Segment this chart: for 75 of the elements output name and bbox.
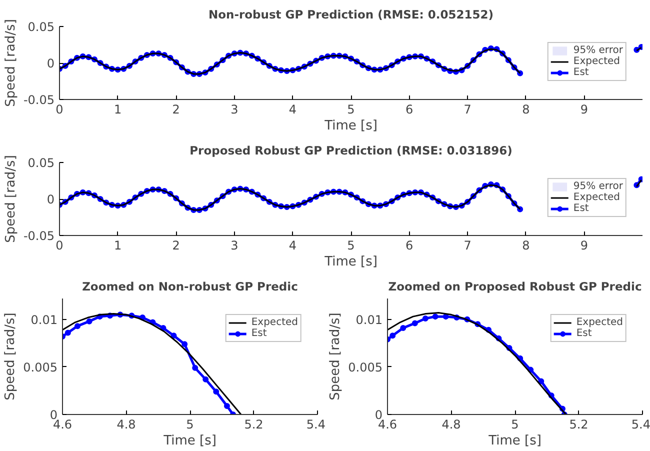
legend-label: Est bbox=[251, 328, 268, 339]
x-tick-label: 5 bbox=[347, 102, 355, 116]
x-tick-label: 4 bbox=[288, 102, 297, 116]
x-tick-label: 5.2 bbox=[244, 418, 264, 432]
chart-title: Proposed Robust GP Prediction (RMSE: 0.031896) bbox=[190, 144, 512, 158]
x-tick-label: 2 bbox=[172, 102, 180, 116]
x-tick-label: 8 bbox=[522, 102, 530, 116]
y-tick-label: 0.05 bbox=[28, 156, 54, 170]
legend-label: Expected bbox=[573, 192, 620, 203]
x-tick-label: 2 bbox=[172, 238, 180, 252]
y-axis-title: Speed [rad/s] bbox=[3, 19, 18, 107]
x-tick-label: 4.6 bbox=[378, 418, 398, 432]
x-tick-label: 9 bbox=[580, 238, 588, 252]
point bbox=[64, 330, 71, 336]
point bbox=[390, 332, 396, 339]
x-tick-label: 5 bbox=[347, 238, 355, 252]
y-tick-label: 0.01 bbox=[356, 312, 382, 327]
point bbox=[74, 323, 80, 330]
y-axis-title: Speed [rad/s] bbox=[3, 312, 18, 400]
x-tick-label: 4 bbox=[288, 238, 297, 252]
legend-label: Expected bbox=[573, 56, 620, 67]
x-tick-label: 5.2 bbox=[569, 418, 588, 432]
point bbox=[432, 314, 438, 320]
x-axis-title: Time [s] bbox=[324, 254, 378, 270]
x-tick-label: 5.4 bbox=[631, 418, 650, 432]
y-tick-label: 0 bbox=[46, 192, 55, 206]
x-tick-label: 1 bbox=[114, 102, 122, 116]
x-axis-title: Time [s] bbox=[162, 434, 216, 448]
legend-label: 95% error bbox=[573, 45, 623, 56]
legend-label: Est bbox=[573, 67, 590, 78]
x-tick-label: 7 bbox=[464, 238, 472, 252]
legend-label: Expected bbox=[251, 317, 298, 328]
y-tick-label: -0.05 bbox=[23, 93, 55, 107]
point bbox=[422, 315, 428, 322]
legend-label: 95% error bbox=[573, 181, 623, 192]
chart-title: Zoomed on Non-robust GP Predic bbox=[82, 280, 298, 294]
x-tick-label: 5 bbox=[186, 418, 194, 432]
legend-label: Est bbox=[573, 203, 590, 214]
point bbox=[412, 320, 418, 326]
y-tick-label: 0.05 bbox=[28, 20, 54, 34]
x-tick-label: 6 bbox=[405, 238, 414, 252]
point bbox=[170, 332, 177, 339]
y-axis-title: Speed [rad/s] bbox=[328, 312, 344, 400]
x-tick-label: 4.8 bbox=[442, 418, 461, 432]
legend-label: Expected bbox=[576, 317, 623, 328]
x-axis-title: Time [s] bbox=[488, 434, 542, 448]
chart-title: Zoomed on Proposed Robust GP Predic bbox=[388, 280, 642, 294]
legend-label: Est bbox=[576, 328, 593, 339]
x-tick-label: 3 bbox=[230, 102, 238, 116]
point bbox=[400, 324, 406, 331]
y-tick-label: 0 bbox=[46, 56, 55, 70]
point bbox=[202, 376, 209, 382]
x-tick-label: 7 bbox=[464, 102, 472, 116]
chart-title: Non-robust GP Prediction (RMSE: 0.052152) bbox=[208, 8, 494, 22]
point bbox=[213, 388, 220, 395]
point bbox=[224, 402, 230, 409]
y-tick-label: 0.005 bbox=[348, 360, 383, 374]
y-tick-label: 0.005 bbox=[23, 360, 58, 374]
x-tick-label: 6 bbox=[405, 102, 414, 116]
x-tick-label: 4.8 bbox=[116, 418, 136, 432]
x-tick-label: 9 bbox=[580, 102, 588, 116]
x-tick-label: 5.4 bbox=[306, 418, 326, 432]
x-tick-label: 4.6 bbox=[52, 418, 72, 432]
x-tick-label: 8 bbox=[522, 238, 530, 252]
y-tick-label: -0.05 bbox=[23, 229, 55, 243]
point bbox=[86, 318, 92, 324]
x-tick-label: 1 bbox=[114, 238, 122, 252]
x-tick-label: 3 bbox=[230, 238, 238, 252]
y-axis-title: Speed [rad/s] bbox=[3, 155, 18, 243]
point bbox=[182, 341, 188, 348]
y-tick-label: 0.01 bbox=[30, 312, 58, 327]
point bbox=[192, 364, 198, 371]
x-tick-label: 5 bbox=[511, 418, 519, 432]
point bbox=[538, 378, 544, 384]
x-axis-title: Time [s] bbox=[324, 118, 378, 134]
